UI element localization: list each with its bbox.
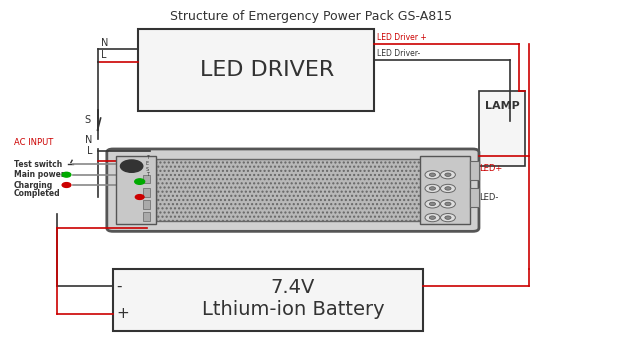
Text: Main power: Main power	[14, 170, 64, 179]
FancyBboxPatch shape	[479, 91, 525, 166]
Bar	[156, 159, 423, 221]
Circle shape	[425, 200, 440, 208]
Circle shape	[445, 216, 451, 219]
Circle shape	[445, 202, 451, 206]
Circle shape	[135, 194, 144, 199]
Text: Completed: Completed	[14, 189, 60, 198]
Text: Structure of Emergency Power Pack GS-A815: Structure of Emergency Power Pack GS-A81…	[171, 10, 452, 24]
Text: LED Driver +: LED Driver +	[377, 33, 426, 42]
Circle shape	[445, 173, 451, 176]
Text: Test switch: Test switch	[14, 160, 62, 169]
Circle shape	[425, 171, 440, 179]
FancyBboxPatch shape	[138, 29, 374, 111]
Circle shape	[62, 172, 71, 177]
Circle shape	[429, 187, 435, 190]
Text: S: S	[84, 115, 90, 125]
Circle shape	[440, 184, 455, 193]
Bar	[143, 212, 150, 221]
Bar	[470, 161, 479, 180]
Text: L: L	[87, 146, 93, 156]
Text: LAMP: LAMP	[485, 101, 520, 111]
Circle shape	[445, 187, 451, 190]
Text: N: N	[85, 135, 93, 145]
Circle shape	[429, 202, 435, 206]
Text: 7.4V
Lthium-ion Battery: 7.4V Lthium-ion Battery	[202, 278, 384, 319]
Text: LED+: LED+	[479, 164, 502, 173]
Text: L: L	[101, 50, 106, 60]
Circle shape	[440, 213, 455, 222]
Text: T
E
S
T: T E S T	[146, 155, 149, 177]
Circle shape	[429, 173, 435, 176]
Bar	[116, 156, 156, 225]
Circle shape	[62, 183, 71, 188]
Text: Charging: Charging	[14, 181, 53, 190]
Text: -: -	[116, 279, 121, 294]
Circle shape	[425, 184, 440, 193]
Bar	[143, 200, 150, 209]
Circle shape	[440, 171, 455, 179]
Text: N: N	[101, 38, 108, 48]
Circle shape	[120, 160, 143, 172]
Bar	[470, 189, 479, 207]
Text: LED-: LED-	[479, 193, 498, 202]
FancyBboxPatch shape	[113, 269, 423, 331]
Text: AC INPUT: AC INPUT	[14, 138, 53, 147]
Circle shape	[135, 179, 145, 184]
Bar	[143, 189, 150, 197]
Circle shape	[440, 200, 455, 208]
Text: +: +	[116, 306, 129, 321]
Circle shape	[425, 213, 440, 222]
Text: LED Driver-: LED Driver-	[377, 49, 420, 58]
FancyBboxPatch shape	[107, 149, 479, 231]
Text: LED DRIVER: LED DRIVER	[201, 60, 335, 80]
Bar	[143, 175, 150, 183]
Bar	[420, 156, 470, 225]
Circle shape	[429, 216, 435, 219]
